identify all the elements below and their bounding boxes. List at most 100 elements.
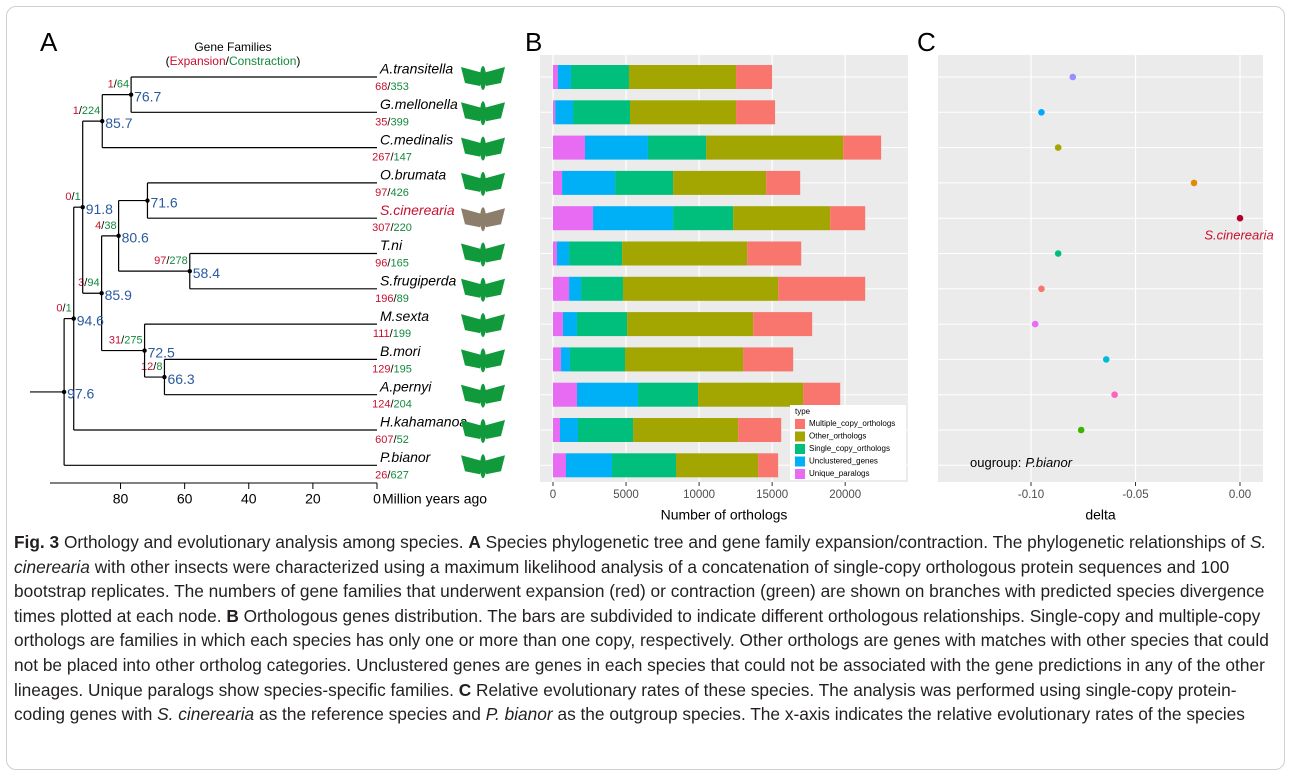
species-icon (461, 278, 505, 302)
species-name: S.cinerearia (380, 202, 455, 218)
legend-label: Other_orthologs (809, 432, 866, 441)
body (480, 384, 486, 408)
point (1111, 391, 1118, 398)
contraction: 220 (394, 222, 412, 234)
bar-segment (566, 453, 612, 477)
species-name: P.bianor (380, 449, 432, 465)
axis-title: delta (1085, 507, 1116, 523)
caption-species: S. cinerearia (157, 704, 254, 724)
bar-segment (758, 453, 778, 477)
bar-segment (706, 136, 843, 160)
node-age: 94.6 (77, 312, 104, 328)
legend-label: Unique_paralogs (809, 469, 870, 478)
contraction: 89 (397, 293, 409, 305)
bar-segment (673, 171, 766, 195)
bar-segment (743, 347, 793, 371)
species-icon (461, 454, 505, 478)
body (480, 348, 486, 372)
caption-text: Orthology and evolutionary analysis amon… (59, 532, 468, 552)
legend-label: Unclustered_genes (809, 457, 878, 466)
bar-segment (698, 383, 803, 407)
bar-segment (569, 242, 622, 266)
tree-header: Gene Families (194, 40, 271, 54)
node-age: 85.7 (105, 115, 132, 131)
bar-segment (581, 277, 623, 301)
x-tick-label: -0.05 (1122, 489, 1148, 501)
contraction: 204 (394, 399, 412, 411)
bar-segment (569, 277, 581, 301)
species-icon (461, 137, 505, 161)
bar-segment (553, 383, 577, 407)
expansion-contraction: 129/195 (372, 363, 412, 375)
bar-segment (570, 347, 625, 371)
expansion-contraction: 196/89 (375, 293, 409, 305)
caption-label: B (226, 606, 238, 626)
axis-title: Million years ago (382, 491, 487, 507)
node-age: 58.4 (193, 265, 220, 281)
expansion-contraction: 0/1 (56, 302, 71, 314)
contraction: 52 (397, 434, 409, 446)
legend-swatch (795, 432, 805, 442)
bar-segment (638, 383, 698, 407)
bar-segment (747, 242, 801, 266)
annotation-part: ougroup: (970, 455, 1021, 470)
point (1032, 321, 1039, 328)
point (1078, 427, 1085, 434)
tree-subheader: (Expansion/Constraction) (166, 54, 301, 68)
caption-species: P. bianor (486, 704, 553, 724)
expansion: 97 (154, 255, 166, 267)
bar-segment (623, 277, 778, 301)
bar-segment (843, 136, 881, 160)
bar-segment (553, 312, 563, 336)
text: Expansion (170, 54, 226, 68)
bar-segment (561, 347, 570, 371)
x-tick-label: 0 (550, 489, 556, 501)
panel-label: B (525, 27, 542, 57)
expansion: 96 (375, 257, 387, 269)
species-name: S.frugiperda (380, 273, 456, 289)
species-name: O.brumata (380, 167, 446, 183)
bar-segment (553, 277, 569, 301)
body (480, 137, 486, 161)
contraction: 64 (117, 79, 129, 91)
species-icon (461, 348, 505, 372)
bar-segment (563, 312, 577, 336)
bar-segment (830, 206, 865, 230)
expansion-contraction: 607/52 (375, 434, 409, 446)
panel-label: A (40, 27, 58, 57)
body (480, 172, 486, 196)
species-icon (461, 207, 505, 231)
contraction: 1 (66, 302, 72, 314)
species-name: B.mori (380, 343, 421, 359)
point (1055, 250, 1062, 257)
node-age: 71.6 (150, 194, 177, 210)
expansion-contraction: 97/426 (375, 187, 409, 199)
bar-segment (562, 171, 615, 195)
bar-segment (648, 136, 706, 160)
bar-segment (585, 136, 648, 160)
expansion: 12 (141, 361, 153, 373)
species-icon (461, 243, 505, 267)
point (1055, 144, 1062, 151)
annotation: S.cinerearia (1204, 227, 1273, 242)
bar-segment (733, 206, 830, 230)
expansion: 124 (372, 399, 390, 411)
text: ) (296, 54, 300, 68)
legend-title: type (795, 407, 811, 416)
bar-segment (630, 100, 736, 124)
species-name: A.pernyi (379, 378, 432, 394)
x-tick-label: 20000 (829, 489, 861, 501)
legend-label: Single_copy_orthologs (809, 444, 890, 453)
body (480, 101, 486, 125)
caption-label: C (459, 680, 471, 700)
node-age: 72.5 (148, 344, 175, 360)
contraction: 426 (390, 187, 408, 199)
species-icon (461, 172, 505, 196)
expansion: 35 (375, 116, 387, 128)
bar-segment (673, 206, 733, 230)
expansion: 129 (372, 363, 390, 375)
point (1038, 109, 1045, 116)
text: Constraction (229, 54, 296, 68)
bar-segment (612, 453, 676, 477)
contraction: 8 (156, 361, 162, 373)
